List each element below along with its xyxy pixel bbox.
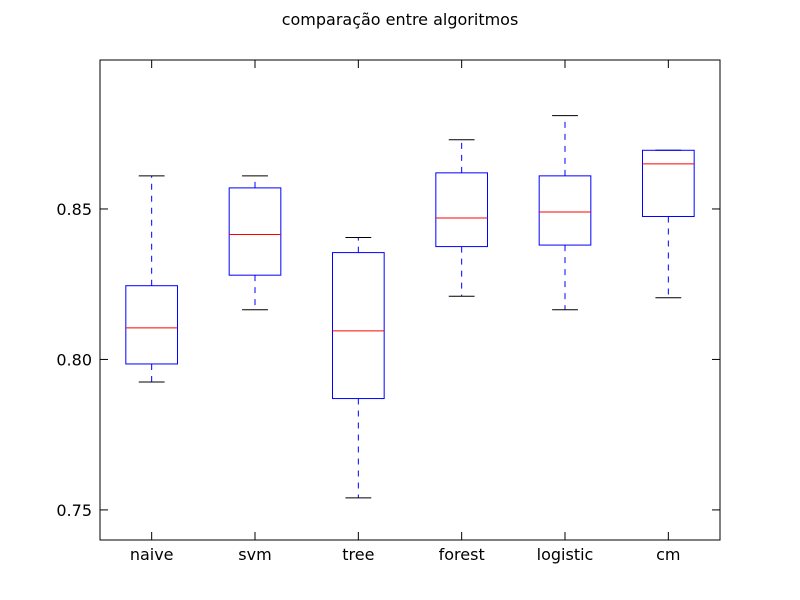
chart-title: comparação entre algoritmos xyxy=(281,10,519,29)
box-group-logistic xyxy=(538,115,592,311)
box-cm xyxy=(642,149,695,217)
plot-frame xyxy=(99,59,721,541)
box-forest xyxy=(435,172,489,248)
box-group-tree xyxy=(332,237,385,499)
box-group-naive xyxy=(125,175,179,383)
x-tick-label-naive: naive xyxy=(130,545,174,564)
box-group-svm xyxy=(228,175,282,311)
box-logistic xyxy=(538,175,592,246)
box-group-cm xyxy=(642,149,695,299)
x-tick-label-logistic: logistic xyxy=(537,545,594,564)
box-svm xyxy=(228,187,282,276)
x-tick-label-forest: forest xyxy=(439,545,485,564)
plot-marks xyxy=(125,115,695,499)
y-tick-label-0.75: 0.75 xyxy=(56,501,92,520)
x-tick-label-tree: tree xyxy=(342,545,374,564)
x-tick-label-cm: cm xyxy=(656,545,680,564)
box-naive xyxy=(125,285,179,365)
box-group-forest xyxy=(435,139,489,297)
axis-ticks: naive svm tree forest logistic cm 0.75 0.80 0.85 xyxy=(56,60,720,564)
x-tick-label-svm: svm xyxy=(238,545,271,564)
y-tick-label-0.85: 0.85 xyxy=(56,200,92,219)
y-tick-label-0.80: 0.80 xyxy=(56,350,92,369)
box-tree xyxy=(332,252,385,400)
